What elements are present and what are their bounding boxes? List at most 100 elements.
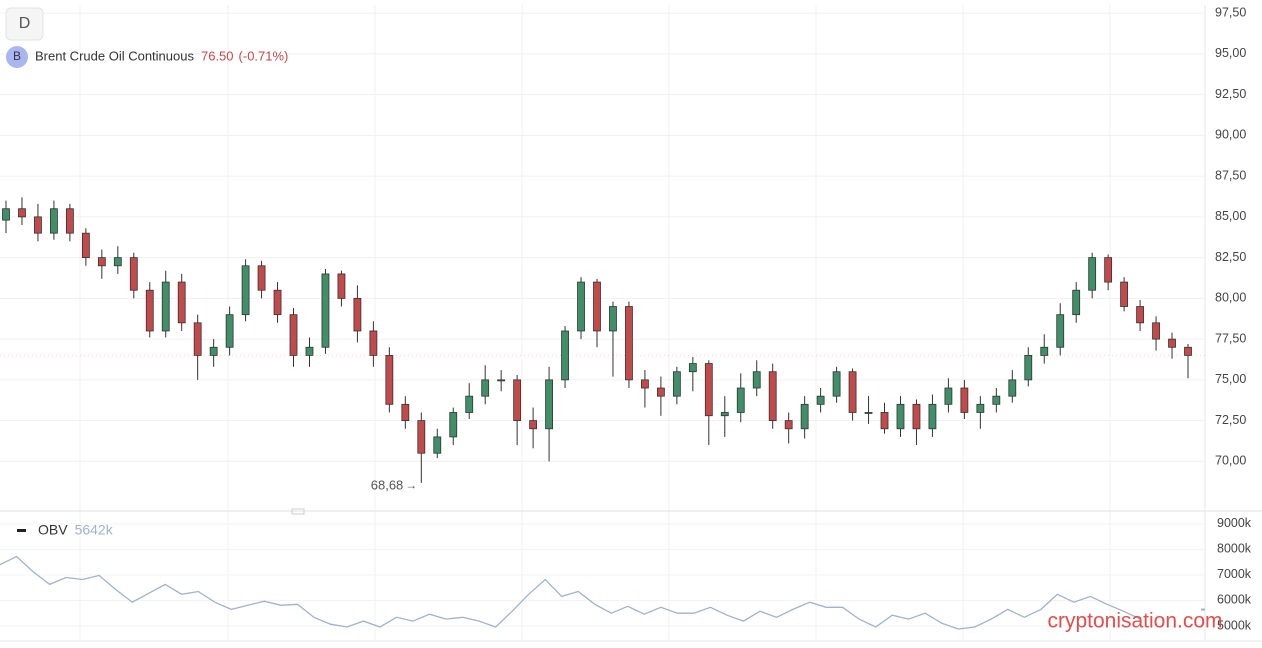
y-tick-label: 75,00 (1215, 372, 1246, 386)
candle-body (449, 412, 458, 438)
y-tick-label: 9000k (1217, 516, 1252, 530)
candle-body (81, 232, 90, 259)
candle-body (656, 387, 665, 397)
interval-button[interactable] (5, 7, 44, 41)
candle-body (1056, 314, 1065, 348)
plot: 97,50 95,00 92,50 90,00 87,50 85,00 82,50 80,00… (0, 5, 1252, 632)
candle-body (880, 412, 889, 430)
candle-body (784, 420, 793, 430)
candle-body (688, 363, 697, 373)
candle-body (864, 412, 873, 414)
interval: D (19, 15, 31, 32)
candle-body (704, 363, 713, 417)
obv-legend-swatch (17, 529, 26, 532)
y-tick-label: 92,50 (1215, 87, 1246, 101)
candle-body (241, 265, 250, 316)
candle-body (848, 371, 857, 413)
candle-body (145, 289, 154, 332)
candle-body (800, 403, 809, 430)
y-tick-label: 85,00 (1215, 209, 1246, 223)
candle-body (353, 297, 362, 332)
candle-body (1024, 355, 1033, 381)
candle-body (401, 403, 410, 422)
candle-body (433, 436, 442, 454)
price-change: (-0.71%) (239, 48, 289, 63)
y-tick-label: 97,50 (1215, 5, 1246, 19)
candle-body (305, 346, 314, 356)
candle-body (161, 281, 170, 332)
candle-body (257, 265, 266, 291)
y-tick-label: 70,00 (1215, 454, 1246, 468)
candle-body (385, 355, 394, 405)
candle-body (625, 306, 633, 381)
candle-body (912, 403, 921, 430)
candle-body (896, 403, 905, 430)
y-tick-label: 6000k (1217, 593, 1252, 607)
candle-body (545, 379, 553, 430)
obv-value: 5642k (75, 522, 114, 538)
candle-body (273, 289, 282, 316)
symbol-badge (6, 46, 28, 68)
candle-body (832, 371, 841, 397)
candle-body (289, 314, 298, 356)
watermark: cryptonisation.com (1047, 610, 1222, 633)
candle-body (577, 281, 585, 332)
candle-body (1040, 346, 1049, 356)
y-tick-label: 7000k (1217, 567, 1252, 581)
vertical-grid (79, 5, 1111, 640)
candle-body (768, 371, 777, 422)
y-tick-label: 80,00 (1215, 291, 1246, 305)
candle-body (641, 379, 649, 389)
y-tick-label: 87,50 (1215, 168, 1246, 182)
candle-body (177, 281, 186, 324)
candle-body (992, 395, 1001, 405)
candle-body (337, 273, 346, 299)
candle-body (465, 395, 474, 413)
candle-body (369, 330, 378, 356)
candle-body (129, 257, 138, 291)
y-tick-label: 95,00 (1215, 46, 1246, 60)
candle-body (481, 379, 490, 397)
candle-body (609, 306, 617, 332)
candle-body (1072, 289, 1081, 316)
candle-body (1168, 338, 1176, 348)
y-tick-label: 82,50 (1215, 250, 1246, 264)
candle-body (736, 387, 745, 413)
candle-body (321, 273, 330, 348)
y-tick-label: 90,00 (1215, 128, 1246, 142)
candle-body (513, 379, 522, 422)
candle-body (50, 208, 58, 234)
candle-body (720, 412, 729, 417)
candle-body (816, 395, 825, 405)
candle-body (497, 379, 506, 382)
last-price: 76.50 (201, 48, 234, 63)
y-tick-label: 72,50 (1215, 413, 1246, 427)
candle-body (529, 420, 538, 430)
candle-body (672, 371, 681, 397)
low-annotation: 68,68 (371, 477, 404, 492)
pane-resize-handle[interactable] (291, 508, 305, 515)
candle-body (417, 420, 426, 454)
candle-body (65, 208, 74, 234)
y-tick-label: 77,50 (1215, 331, 1246, 345)
candle-body (928, 403, 937, 430)
candle-body (2, 208, 10, 221)
candle-body (752, 371, 761, 389)
candle-body (976, 403, 985, 413)
candle-body (944, 387, 953, 405)
candle-body (225, 314, 234, 348)
candle-body (1136, 306, 1144, 324)
candle-body (1088, 257, 1097, 291)
symbol-title: Brent Crude Oil Continuous (35, 48, 194, 63)
candle-body (18, 208, 26, 218)
candle-body (960, 387, 969, 413)
y-tick-label: 8000k (1217, 542, 1252, 556)
candle-body (1104, 257, 1113, 283)
candle-body (113, 257, 122, 267)
candle-body (193, 322, 202, 356)
candle-body (34, 216, 42, 234)
candle-body (593, 281, 601, 332)
y-tick-label: 5000k (1217, 618, 1252, 632)
candle-body (1008, 379, 1017, 397)
